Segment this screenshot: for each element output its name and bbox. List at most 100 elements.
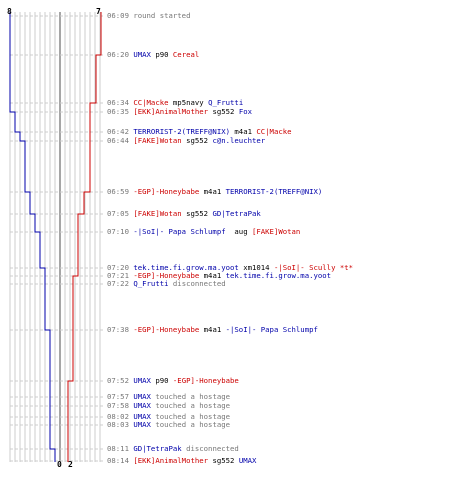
- blue-team-end-count: 0: [57, 460, 62, 469]
- event-row: 07:21 -EGP]-Honeybabe m4a1 tek.time.fi.g…: [107, 271, 331, 280]
- event-row: 06:34 CC|Macke mp5navy Q_Frutti: [107, 98, 243, 107]
- blue-team-player: Q_Frutti: [133, 279, 169, 288]
- event-row: 07:20 tek.time.fi.grow.ma.yoot xm1014 -|…: [107, 263, 353, 272]
- event-row: 06:20 UMAX p90 Cereal: [107, 50, 199, 59]
- blue-team-player: -|SoI|- Papa Schlumpf: [225, 325, 318, 334]
- event-detail: disconnected: [181, 444, 239, 453]
- event-detail: touched a hostage: [150, 412, 231, 421]
- red-team-end-count: 2: [68, 460, 73, 469]
- event-time: 06:42: [107, 127, 134, 136]
- event-detail: aug: [225, 227, 252, 236]
- event-time: 07:21: [107, 271, 134, 280]
- event-detail: touched a hostage: [150, 392, 231, 401]
- red-team-player: -EGP]-Honeybabe: [172, 376, 239, 385]
- event-time: 08:02: [107, 412, 134, 421]
- blue-team-player: GD|TetraPak: [212, 209, 261, 218]
- event-row: 07:57 UMAX touched a hostage: [107, 392, 230, 401]
- red-team-player: [FAKE]Wotan: [133, 136, 182, 145]
- blue-team-player: UMAX: [133, 401, 151, 410]
- event-detail: sg552: [208, 456, 239, 465]
- red-team-start-count: 7: [96, 7, 101, 16]
- event-row: 07:38 -EGP]-Honeybabe m4a1 -|SoI|- Papa …: [107, 325, 318, 334]
- blue-team-player: UMAX: [133, 376, 151, 385]
- event-row: 07:58 UMAX touched a hostage: [107, 401, 230, 410]
- event-detail: p90: [150, 50, 173, 59]
- event-row: 08:03 UMAX touched a hostage: [107, 420, 230, 429]
- event-time: 06:44: [107, 136, 134, 145]
- event-time: 06:20: [107, 50, 134, 59]
- event-time: 07:38: [107, 325, 134, 334]
- event-time: 06:09: [107, 11, 134, 20]
- blue-team-player: tek.time.fi.grow.ma.yoot: [225, 271, 332, 280]
- event-row: 07:05 [FAKE]Wotan sg552 GD|TetraPak: [107, 209, 261, 218]
- event-detail: sg552: [181, 209, 213, 218]
- event-row: 07:52 UMAX p90 -EGP]-Honeybabe: [107, 376, 239, 385]
- blue-team-player: TERRORIST-2(TREFF@NIX): [133, 127, 231, 136]
- event-time: 06:59: [107, 187, 134, 196]
- blue-team-player: Fox: [238, 107, 252, 116]
- player-count-timeline: [9, 12, 103, 462]
- event-detail: touched a hostage: [150, 420, 231, 429]
- red-team-player: CC|Macke: [133, 98, 169, 107]
- blue-team-start-count: 8: [7, 7, 12, 16]
- red-team-player: -EGP]-Honeybabe: [133, 325, 200, 334]
- blue-team-player: UMAX: [133, 392, 151, 401]
- event-detail: touched a hostage: [150, 401, 231, 410]
- blue-team-player: UMAX: [133, 420, 151, 429]
- red-team-player: -EGP]-Honeybabe: [133, 187, 200, 196]
- event-detail: m4a1: [199, 187, 226, 196]
- blue-team-player: c@n.leuchter: [212, 136, 266, 145]
- red-team-count-line: [67, 12, 102, 462]
- event-detail: mp5navy: [168, 98, 209, 107]
- red-team-player: -|SoI|- Scully *t*: [273, 263, 354, 272]
- event-detail: xm1014: [238, 263, 274, 272]
- event-time: 08:11: [107, 444, 134, 453]
- event-time: 08:03: [107, 420, 134, 429]
- event-time: 08:14: [107, 456, 134, 465]
- red-team-player: -EGP]-Honeybabe: [133, 271, 200, 280]
- blue-team-player: -|SoI|- Papa Schlumpf: [133, 227, 226, 236]
- blue-team-player: Q_Frutti: [208, 98, 244, 107]
- event-detail: sg552: [208, 107, 239, 116]
- event-time: 07:57: [107, 392, 134, 401]
- red-team-player: [FAKE]Wotan: [251, 227, 301, 236]
- timeline-grid: [9, 12, 103, 462]
- event-row: 06:42 TERRORIST-2(TREFF@NIX) m4a1 CC|Mac…: [107, 127, 292, 136]
- event-time: 07:10: [107, 227, 134, 236]
- event-detail: sg552: [181, 136, 213, 145]
- event-row: 06:59 -EGP]-Honeybabe m4a1 TERRORIST-2(T…: [107, 187, 322, 196]
- red-team-player: [EKK]AnimalMother: [133, 456, 209, 465]
- red-team-player: [EKK]AnimalMother: [133, 107, 209, 116]
- event-detail: p90: [150, 376, 173, 385]
- event-time: 07:22: [107, 279, 134, 288]
- event-row: 07:10 -|SoI|- Papa Schlumpf aug [FAKE]Wo…: [107, 227, 300, 236]
- event-detail: m4a1: [199, 325, 226, 334]
- blue-team-player: UMAX: [238, 456, 257, 465]
- event-detail: m4a1: [199, 271, 226, 280]
- event-time: 07:20: [107, 263, 134, 272]
- blue-team-player: GD|TetraPak: [133, 444, 182, 453]
- event-detail: m4a1: [230, 127, 257, 136]
- blue-team-player: UMAX: [133, 50, 151, 59]
- blue-team-player: TERRORIST-2(TREFF@NIX): [225, 187, 323, 196]
- blue-team-count-line: [9, 12, 56, 462]
- red-team-player: CC|Macke: [256, 127, 292, 136]
- red-team-player: [FAKE]Wotan: [133, 209, 182, 218]
- event-row: 06:44 [FAKE]Wotan sg552 c@n.leuchter: [107, 136, 265, 145]
- event-detail: round started: [133, 11, 191, 20]
- event-row: 08:11 GD|TetraPak disconnected: [107, 444, 239, 453]
- event-time: 06:35: [107, 107, 134, 116]
- event-time: 07:58: [107, 401, 134, 410]
- event-row: 08:02 UMAX touched a hostage: [107, 412, 230, 421]
- event-row: 06:35 [EKK]AnimalMother sg552 Fox: [107, 107, 252, 116]
- event-detail: disconnected: [168, 279, 226, 288]
- blue-team-player: tek.time.fi.grow.ma.yoot: [133, 263, 239, 272]
- red-team-player: Cereal: [172, 50, 200, 59]
- event-time: 07:52: [107, 376, 134, 385]
- blue-team-player: UMAX: [133, 412, 151, 421]
- event-row: 08:14 [EKK]AnimalMother sg552 UMAX: [107, 456, 256, 465]
- event-time: 07:05: [107, 209, 134, 218]
- event-row: 07:22 Q_Frutti disconnected: [107, 279, 226, 288]
- event-row: 06:09 round started: [107, 11, 190, 20]
- event-time: 06:34: [107, 98, 134, 107]
